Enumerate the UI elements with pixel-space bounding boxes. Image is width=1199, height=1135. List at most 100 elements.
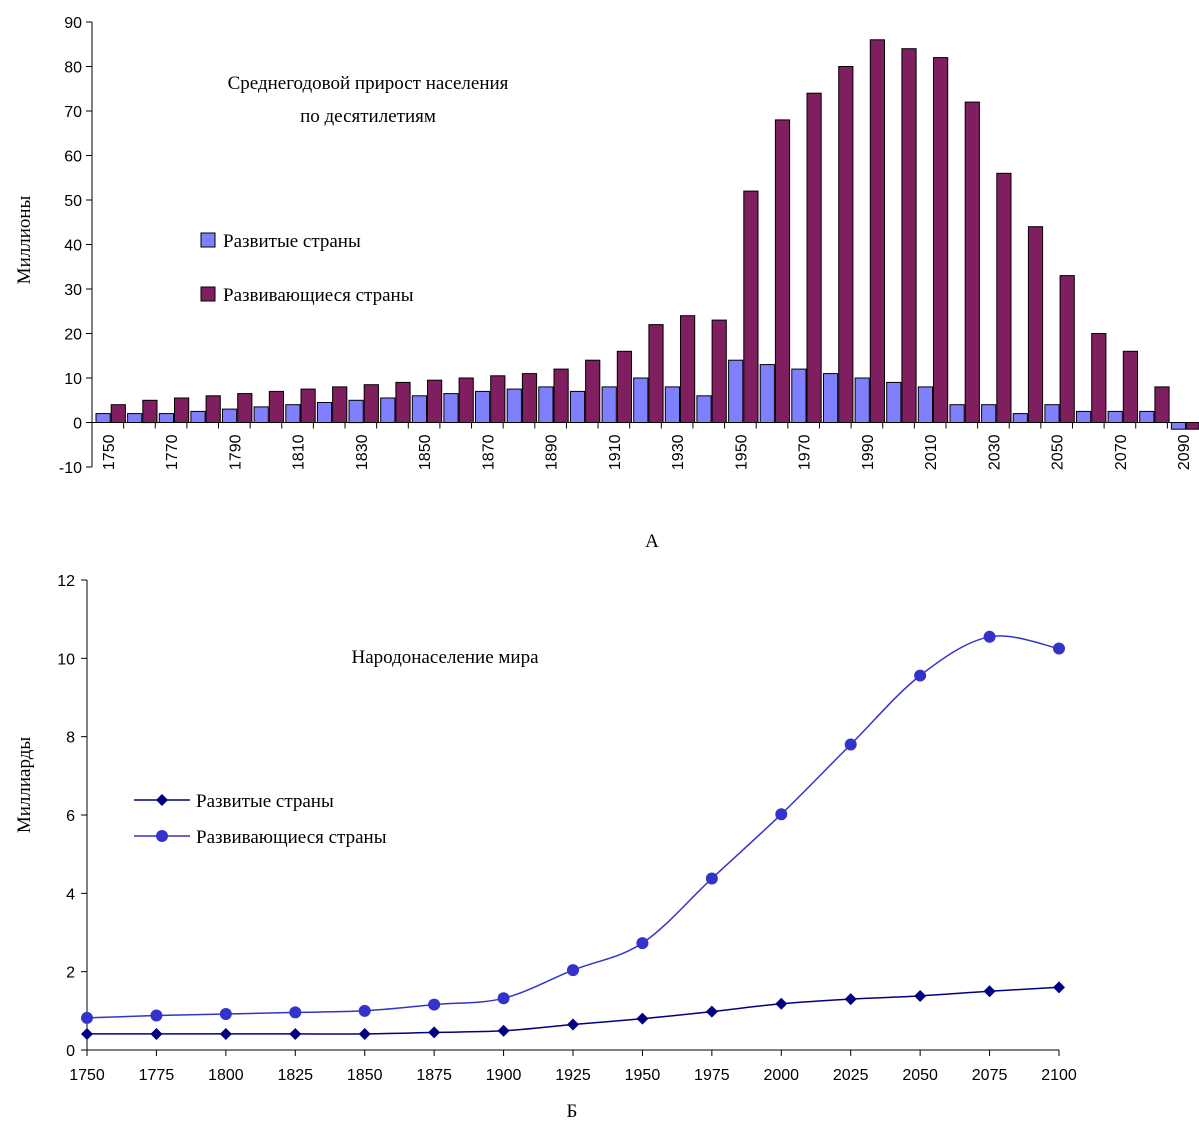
point-developing-1750 [81, 1011, 93, 1024]
bar-developed-2050 [1044, 404, 1060, 424]
legend-swatch-developed [200, 232, 216, 248]
bar-developed-1760 [127, 413, 143, 424]
bar-developing-1870 [490, 375, 506, 423]
bar-developed-1890 [538, 386, 554, 423]
point-developing-1950 [636, 937, 649, 950]
x-tick-label-a: 1910 [607, 434, 624, 470]
bar-developed-2070 [1107, 410, 1123, 423]
bar-developed-1800 [253, 406, 269, 423]
bar-developed-1980 [823, 373, 839, 424]
bar-developed-2000 [886, 381, 902, 423]
bar-developing-1810 [300, 388, 316, 424]
point-developed-2025 [844, 993, 857, 1006]
bar-developed-1850 [411, 395, 427, 423]
bar-developed-1870 [475, 390, 491, 423]
x-tick-label-a: 1850 [417, 434, 434, 470]
bar-developing-1960 [774, 119, 791, 424]
legend-label-developing: Развивающиеся страны [223, 285, 414, 306]
x-tick-label-b: 1975 [694, 1067, 730, 1084]
y-tick-label-b: 12 [57, 573, 75, 590]
legend-marker-developed [156, 794, 168, 806]
point-developing-1900 [497, 992, 510, 1005]
chart-a-title-line-1: Среднегодовой прирост населения [228, 73, 509, 94]
bar-developing-1830 [363, 384, 379, 424]
x-tick-label-a: 2070 [1113, 434, 1130, 470]
bar-developing-2060 [1091, 333, 1107, 423]
bar-developed-1750 [95, 413, 111, 424]
bar-developing-2090 [1186, 422, 1199, 430]
chart-a-caption: А [645, 531, 659, 552]
bar-developed-1880 [506, 388, 522, 424]
bar-developed-1960 [759, 364, 775, 424]
bar-developing-1880 [521, 373, 538, 424]
x-tick-label-a: 1990 [860, 434, 877, 470]
bar-developing-2000 [901, 48, 917, 423]
bar-developing-2080 [1154, 386, 1170, 423]
chart-b-ylabel: Миллиарды [14, 737, 35, 834]
y-tick-label-b: 10 [57, 651, 75, 668]
bar-developed-2090 [1170, 422, 1187, 430]
point-developing-2075 [983, 630, 996, 643]
x-tick-label-b: 1875 [416, 1067, 452, 1084]
line-developing [86, 635, 1060, 1019]
x-tick-label-a: 1750 [101, 434, 118, 470]
point-developing-1850 [358, 1004, 371, 1017]
bar-developed-1810 [285, 404, 301, 424]
bar-developed-2020 [949, 404, 965, 424]
point-developing-1875 [428, 998, 441, 1011]
line-chart-b: 0 2 4 6 8 10 12 1750 1775 1800 1825 1850 1875 1900 192… [14, 573, 1077, 1122]
x-tick-label-a: 2090 [1176, 434, 1193, 470]
bar-developed-1930 [664, 386, 680, 423]
bar-developing-1890 [553, 368, 569, 424]
bar-developed-2030 [981, 404, 997, 424]
y-tick-label-b: 8 [66, 730, 75, 747]
y-tick-label-a: 60 [64, 149, 82, 166]
x-tick-label-a: 1790 [227, 434, 244, 470]
point-developed-2075 [983, 985, 996, 998]
y-tick-label-b: 6 [66, 808, 75, 825]
x-tick-label-a: 2010 [923, 434, 940, 470]
legend-marker-developing [156, 830, 168, 842]
bar-developing-1750 [110, 404, 126, 424]
bar-developing-1820 [332, 386, 348, 423]
x-tick-label-b: 1750 [69, 1067, 105, 1084]
bar-developing-1970 [806, 92, 822, 423]
point-developing-1775 [150, 1009, 163, 1022]
bar-developing-1840 [395, 381, 411, 423]
bar-developing-2030 [996, 172, 1012, 423]
x-tick-label-a: 1810 [291, 434, 308, 470]
point-developing-2100 [1053, 642, 1065, 655]
bar-developing-1760 [142, 399, 158, 424]
bar-developed-1840 [380, 397, 396, 423]
legend-label-developed-b: Развитые страны [196, 791, 334, 812]
y-tick-label-b: 2 [66, 965, 75, 982]
bar-developing-1920 [648, 324, 664, 424]
legend-label-developed: Развитые страны [223, 231, 361, 252]
x-tick-label-b: 1775 [139, 1067, 175, 1084]
x-tick-label-b: 1925 [555, 1067, 591, 1084]
point-developing-2025 [844, 738, 857, 751]
bar-developed-2040 [1012, 413, 1028, 424]
y-tick-label-b: 0 [66, 1043, 75, 1060]
point-developed-1775 [150, 1027, 163, 1040]
x-tick-label-a: 2030 [986, 434, 1003, 470]
point-developed-2000 [775, 997, 788, 1010]
bar-developed-1910 [601, 386, 617, 423]
y-tick-label-b: 4 [66, 886, 75, 903]
point-developed-1750 [81, 1027, 93, 1040]
y-tick-label-a: 0 [73, 416, 82, 433]
chart-b-title: Народонаселение мира [351, 647, 539, 668]
x-tick-label-a: 1930 [670, 434, 687, 470]
bar-developed-1950 [728, 359, 744, 424]
bar-developed-1920 [633, 377, 649, 423]
y-tick-label-a: -10 [59, 460, 82, 477]
point-developing-1825 [289, 1006, 302, 1019]
bar-developing-2020 [964, 101, 980, 423]
chart-a-title-line-2: по десятилетиям [300, 106, 436, 127]
point-developed-1950 [636, 1012, 649, 1025]
x-tick-label-b: 2050 [902, 1067, 938, 1084]
bar-developing-1860 [458, 377, 474, 423]
bar-developing-1950 [743, 190, 759, 423]
bar-developed-1790 [222, 408, 238, 424]
point-developing-1800 [219, 1007, 232, 1020]
